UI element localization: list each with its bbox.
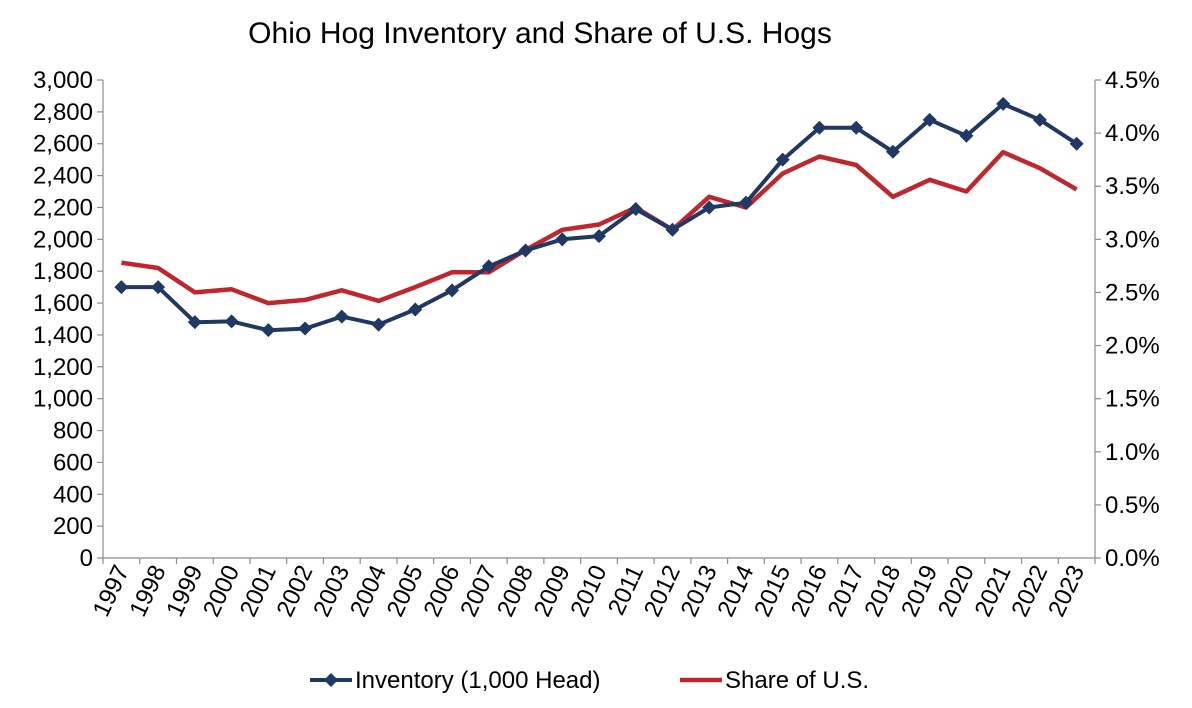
left-tick-label: 2,000	[33, 226, 93, 253]
right-tick-label: 2.0%	[1105, 333, 1160, 360]
left-tick-label: 800	[53, 418, 93, 445]
inventory-point	[849, 120, 864, 135]
inventory-point	[665, 222, 680, 237]
left-tick-label: 0	[80, 545, 93, 572]
inventory-point	[518, 243, 533, 258]
right-tick-label: 4.5%	[1105, 67, 1160, 94]
inventory-point	[334, 309, 349, 324]
chart-title: Ohio Hog Inventory and Share of U.S. Hog…	[248, 17, 832, 50]
inventory-point	[555, 232, 570, 247]
inventory-point	[922, 112, 937, 127]
inventory-point	[261, 323, 276, 338]
right-tick-label: 0.0%	[1105, 545, 1160, 572]
x-axis-ticks: 1997199819992000200120022003200420052006…	[88, 558, 1096, 621]
inventory-point	[1032, 112, 1047, 127]
inventory-point	[959, 128, 974, 143]
legend-inventory-label: Inventory (1,000 Head)	[355, 667, 600, 694]
right-tick-label: 2.5%	[1105, 279, 1160, 306]
left-tick-label: 2,600	[33, 131, 93, 158]
inventory-series-line	[121, 101, 1078, 333]
inventory-point	[151, 280, 166, 295]
left-tick-label: 200	[53, 513, 93, 540]
axes	[102, 80, 1096, 559]
inventory-point	[885, 144, 900, 159]
left-axis-ticks: 0 200 400 600 800 1,000 1,200 1,400 1,600 1,800 2,…	[33, 67, 103, 572]
right-tick-label: 0.5%	[1105, 492, 1160, 519]
inventory-point	[298, 321, 313, 336]
inventory-point	[224, 314, 239, 329]
inventory-point	[371, 317, 386, 332]
inventory-point	[738, 195, 753, 210]
left-tick-label: 400	[53, 481, 93, 508]
right-tick-label: 1.5%	[1105, 386, 1160, 413]
left-tick-label: 2,400	[33, 163, 93, 190]
inventory-point	[481, 259, 496, 274]
legend-inventory-marker	[324, 673, 338, 687]
legend: Inventory (1,000 Head) Share of U.S.	[310, 667, 869, 694]
left-tick-label: 1,800	[33, 258, 93, 285]
right-tick-label: 1.0%	[1105, 439, 1160, 466]
right-tick-label: 3.0%	[1105, 226, 1160, 253]
share-series-line	[121, 149, 1078, 306]
left-tick-label: 2,800	[33, 99, 93, 126]
inventory-point	[187, 315, 202, 330]
series-layer	[114, 96, 1084, 338]
right-tick-label: 4.0%	[1105, 120, 1160, 147]
left-tick-label: 3,000	[33, 67, 93, 94]
inventory-point	[702, 200, 717, 215]
inventory-point	[1069, 136, 1084, 151]
left-tick-label: 1,000	[33, 386, 93, 413]
inventory-point	[996, 96, 1011, 111]
left-tick-label: 1,600	[33, 290, 93, 317]
inventory-point	[775, 152, 790, 167]
inventory-point	[445, 283, 460, 298]
x-tick-label: 2010	[565, 561, 612, 621]
inventory-point	[408, 302, 423, 317]
left-tick-label: 2,200	[33, 194, 93, 221]
left-tick-label: 1,400	[33, 322, 93, 349]
right-tick-label: 3.5%	[1105, 173, 1160, 200]
x-tick-label: 2023	[1043, 561, 1090, 621]
inventory-point	[812, 120, 827, 135]
legend-share-label: Share of U.S.	[725, 667, 869, 694]
left-tick-label: 600	[53, 449, 93, 476]
inventory-point	[114, 280, 129, 295]
inventory-point	[628, 202, 643, 217]
right-axis-ticks: 0.0% 0.5% 1.0% 1.5% 2.0% 2.5% 3.0% 3.5% 4.0% 4.5%	[1095, 67, 1160, 572]
left-tick-label: 1,200	[33, 354, 93, 381]
inventory-point	[592, 229, 606, 244]
